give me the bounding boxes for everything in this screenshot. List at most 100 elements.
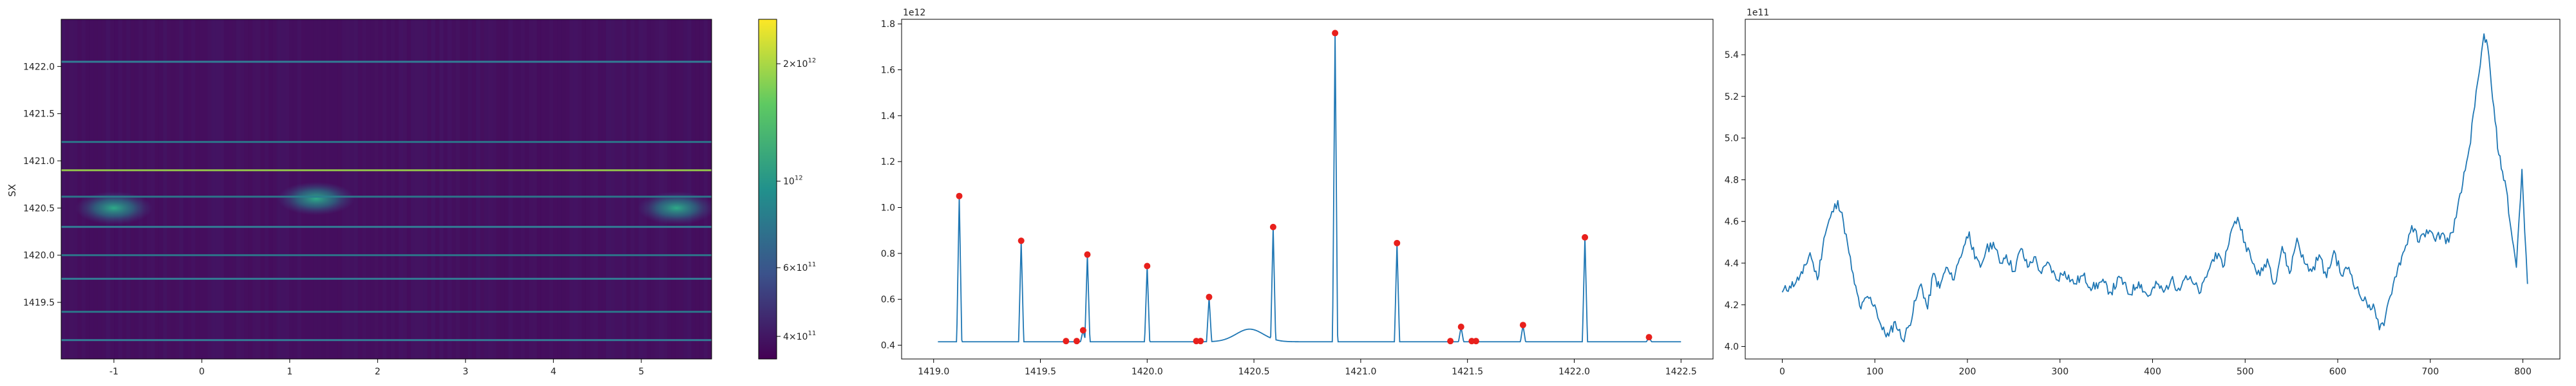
heatmap-column xyxy=(122,19,127,359)
heatmap-column xyxy=(707,19,712,359)
heatmap-column xyxy=(130,19,135,359)
heatmap-hotspot xyxy=(638,191,712,225)
heatmap-plot-area xyxy=(61,19,712,359)
heatmap-column xyxy=(167,19,171,359)
heatmap-column xyxy=(589,19,594,359)
heatmap-column xyxy=(451,19,456,359)
peaks-x-tick-label: 1422.5 xyxy=(1665,367,1697,377)
peak-marker xyxy=(1519,322,1526,329)
series-line xyxy=(1781,33,2528,343)
heatmap-column xyxy=(402,19,408,359)
series-y-tick-label: 4.2 xyxy=(1725,300,1739,311)
colorbar: 4×1011 6×1011 1012 2×1012 xyxy=(758,19,816,360)
heatmap-column xyxy=(207,19,213,359)
heatmap-panel: SX -1 0 1 2 3 4 5 1419.5 1420.0 1420.5 1421.0 1421… xyxy=(6,19,816,377)
heatmap-bright-row xyxy=(61,339,712,342)
heatmap-column xyxy=(398,19,403,359)
heatmap-column xyxy=(675,19,679,359)
heatmap-column xyxy=(410,19,415,359)
heatmap-column xyxy=(658,19,663,359)
heatmap-column xyxy=(179,19,184,359)
heatmap-x-tick-label: -1 xyxy=(109,367,118,377)
heatmap-column xyxy=(561,19,566,359)
heatmap-column xyxy=(276,19,281,359)
peak-marker xyxy=(1645,334,1653,341)
heatmap-column xyxy=(663,19,668,359)
colorbar-tick-label: 6×1011 xyxy=(783,261,816,273)
heatmap-column xyxy=(557,19,562,359)
heatmap-frame xyxy=(61,19,712,360)
heatmap-column xyxy=(422,19,428,359)
heatmap-column xyxy=(162,19,167,359)
heatmap-bright-row xyxy=(61,277,712,280)
heatmap-column xyxy=(687,19,692,359)
heatmap-background xyxy=(61,19,712,359)
heatmap-column xyxy=(268,19,273,359)
heatmap-column xyxy=(146,19,151,359)
heatmap-column xyxy=(471,19,477,359)
peaks-offset-label: 1e12 xyxy=(903,8,925,18)
heatmap-column xyxy=(455,19,460,359)
peaks-x-tick-label: 1421.0 xyxy=(1345,367,1376,377)
heatmap-column xyxy=(236,19,241,359)
series-x-tick-label: 100 xyxy=(1866,367,1884,377)
heatmap-column xyxy=(264,19,269,359)
peaks-line-panel: 1e12 1419.0 1419.5 1420.0 1420.5 1421.0 1421.… xyxy=(881,8,1714,377)
heatmap-column xyxy=(475,19,480,359)
series-y-tick-label: 4.4 xyxy=(1725,259,1739,269)
heatmap-column xyxy=(614,19,619,359)
heatmap-column xyxy=(553,19,558,359)
heatmap-column xyxy=(199,19,204,359)
heatmap-column xyxy=(155,19,159,359)
heatmap-column xyxy=(524,19,529,359)
series-y-tick-label: 5.0 xyxy=(1725,134,1739,144)
heatmap-bright-row xyxy=(61,169,712,172)
peak-marker xyxy=(1394,239,1401,246)
heatmap-x-tick-label: 4 xyxy=(551,367,556,377)
peak-marker xyxy=(1472,338,1479,345)
heatmap-column xyxy=(480,19,484,359)
heatmap-column xyxy=(533,19,538,359)
heatmap-column xyxy=(622,19,627,359)
heatmap-bright-row xyxy=(61,254,712,257)
heatmap-column xyxy=(468,19,473,359)
series-frame xyxy=(1745,19,2561,360)
series-line-panel: 1e11 0 100 200 300 400 500 600 700 800 4.0 4.2 4.4 4… xyxy=(1725,8,2561,377)
heatmap-column xyxy=(97,19,102,359)
heatmap-y-ticks: 1419.5 1420.0 1420.5 1421.0 1421.5 1422.0 xyxy=(23,62,61,308)
peak-marker xyxy=(1079,327,1086,334)
series-y-tick-label: 4.6 xyxy=(1725,217,1739,227)
heatmap-column xyxy=(435,19,440,359)
heatmap-y-tick-label: 1419.5 xyxy=(23,298,55,308)
heatmap-column xyxy=(191,19,196,359)
heatmap-column xyxy=(536,19,542,359)
heatmap-column xyxy=(175,19,180,359)
colorbar-frame xyxy=(758,19,777,360)
heatmap-column xyxy=(504,19,509,359)
peaks-x-tick-label: 1419.5 xyxy=(1025,367,1056,377)
heatmap-column xyxy=(187,19,192,359)
heatmap-column xyxy=(582,19,586,359)
heatmap-column xyxy=(85,19,90,359)
heatmap-column xyxy=(195,19,200,359)
heatmap-column xyxy=(93,19,99,359)
series-x-tick-label: 500 xyxy=(2237,367,2254,377)
heatmap-column xyxy=(419,19,424,359)
heatmap-column xyxy=(256,19,261,359)
heatmap-column xyxy=(90,19,94,359)
series-x-tick-label: 0 xyxy=(1779,367,1785,377)
heatmap-column xyxy=(227,19,232,359)
heatmap-column xyxy=(390,19,395,359)
heatmap-column xyxy=(528,19,533,359)
heatmap-column xyxy=(394,19,399,359)
heatmap-column xyxy=(642,19,647,359)
peaks-y-tick-label: 1.8 xyxy=(881,19,895,30)
heatmap-x-tick-label: 2 xyxy=(375,367,381,377)
heatmap-column xyxy=(703,19,708,359)
heatmap-column xyxy=(374,19,379,359)
heatmap-column xyxy=(516,19,521,359)
heatmap-column xyxy=(427,19,431,359)
peaks-series-line xyxy=(938,33,1681,343)
heatmap-column xyxy=(667,19,672,359)
heatmap-y-tick-label: 1420.0 xyxy=(23,251,55,261)
